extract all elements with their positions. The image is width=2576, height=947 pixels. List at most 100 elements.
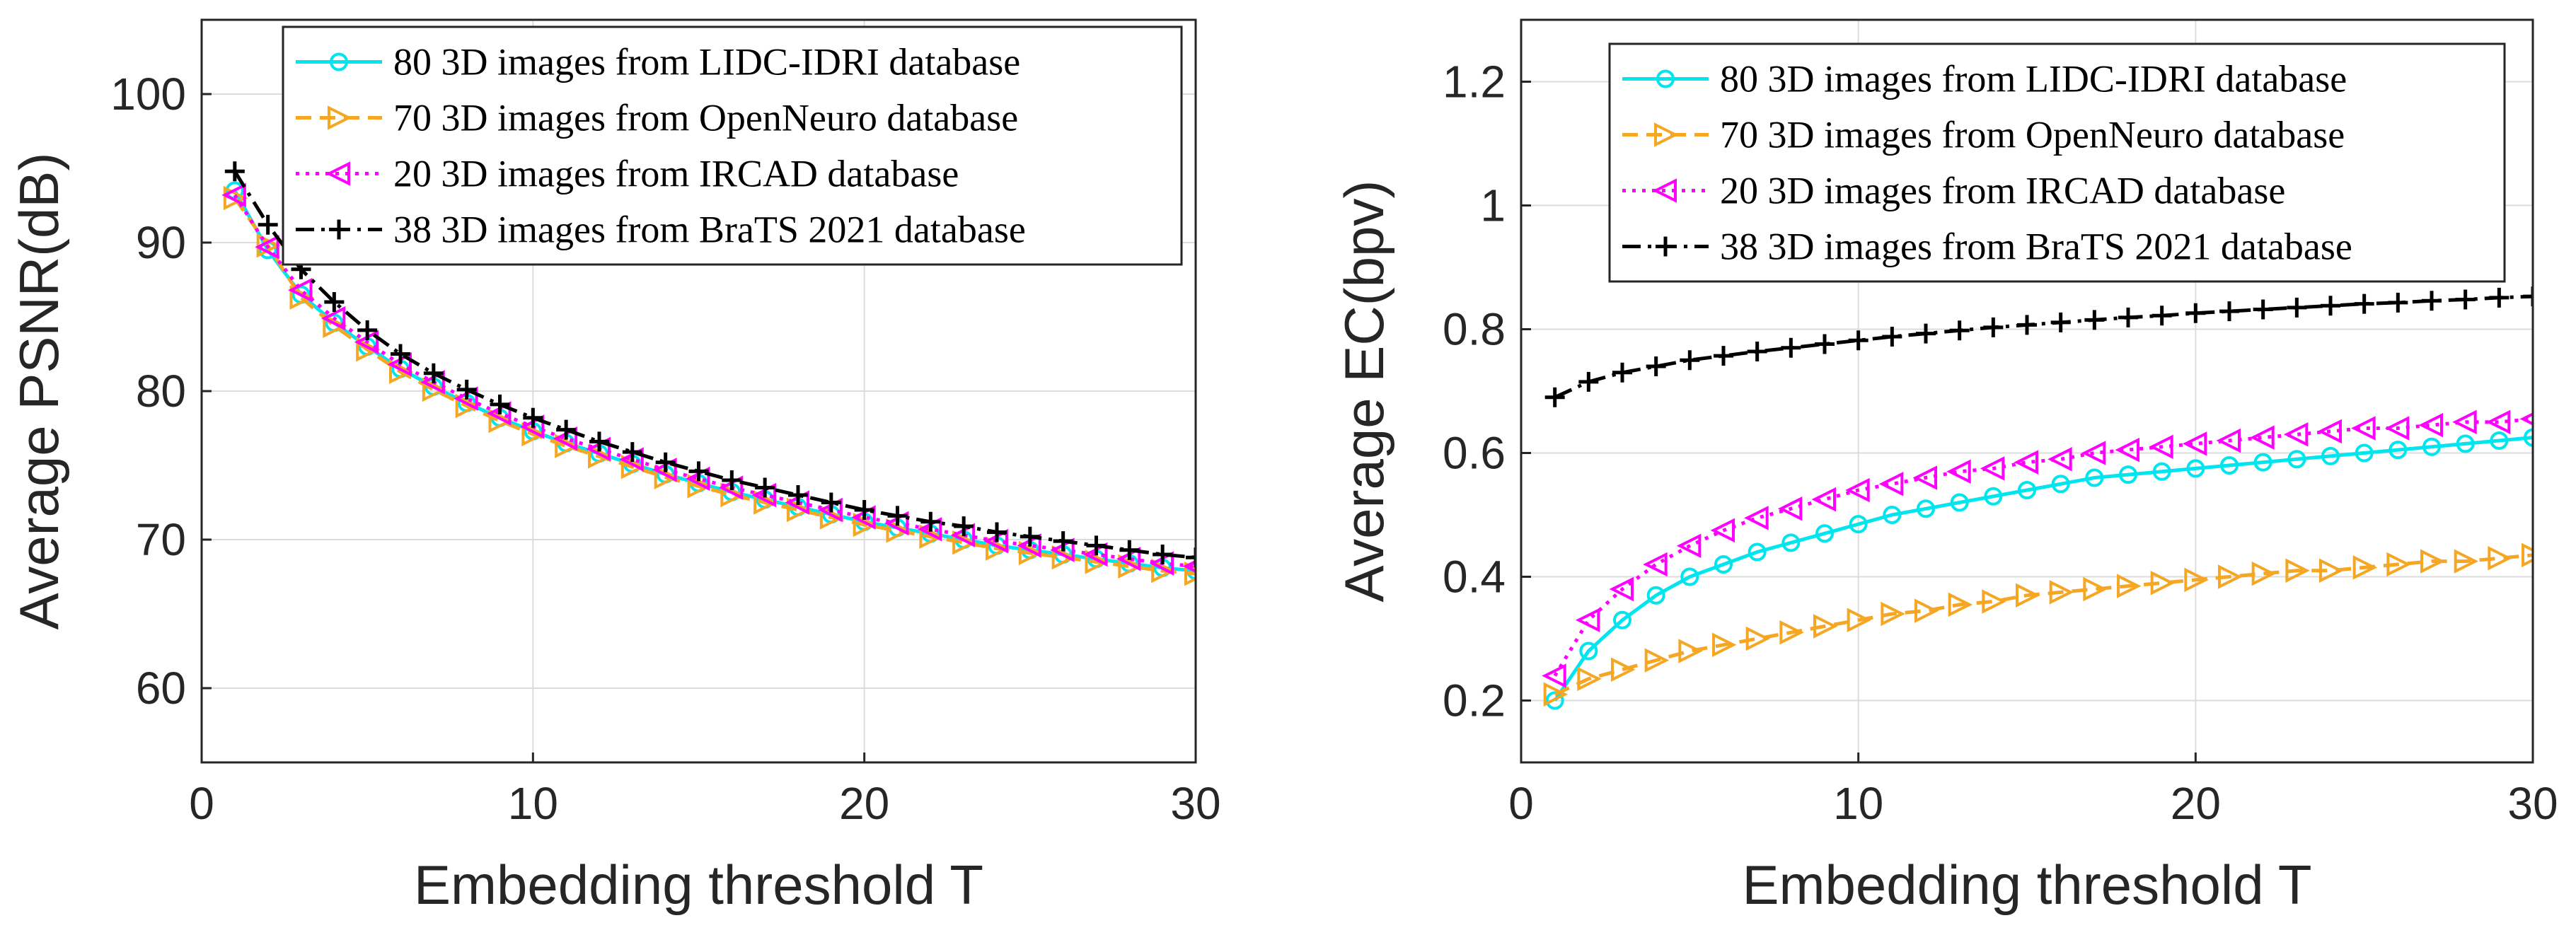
data-point — [2119, 465, 2137, 484]
data-point — [1914, 598, 1939, 623]
data-point — [2081, 441, 2106, 465]
data-point — [2317, 419, 2342, 444]
series-line — [233, 197, 1196, 576]
data-point — [1710, 518, 1735, 543]
data-point — [1712, 632, 1737, 657]
data-point — [2016, 583, 2040, 608]
data-point — [920, 511, 941, 532]
data-point — [391, 344, 410, 364]
x-tick-label: 20 — [839, 778, 889, 829]
y-tick-label: 1.2 — [1443, 57, 1506, 108]
data-point — [1613, 610, 1631, 629]
data-point — [1575, 608, 1600, 632]
data-point — [2186, 459, 2205, 478]
data-point — [356, 337, 381, 362]
data-point — [2422, 437, 2441, 456]
psnr-chart: 0 10 20 30 60 70 80 90 100 Embedding threshold T A… — [8, 18, 1221, 916]
data-point — [2017, 315, 2037, 335]
y-tick-label: 60 — [136, 663, 186, 714]
data-point — [1815, 334, 1835, 354]
data-point — [2456, 434, 2475, 453]
data-point — [1984, 487, 2003, 506]
data-point — [2253, 453, 2272, 472]
legend: 80 3D images from LIDC-IDRI database 70 3… — [1608, 42, 2506, 283]
data-point — [1611, 657, 1636, 682]
data-point — [1882, 327, 1902, 347]
data-point — [2420, 549, 2445, 574]
data-point — [2219, 301, 2239, 322]
x-tick-label: 0 — [1508, 778, 1534, 829]
data-point — [2220, 456, 2239, 475]
data-point — [2287, 450, 2306, 469]
data-point — [2085, 468, 2104, 487]
legend-entry: 20 3D images from IRCAD database — [1720, 170, 2285, 212]
data-point — [1577, 666, 1602, 692]
data-point — [1153, 545, 1173, 564]
data-point — [1745, 626, 1771, 651]
data-point — [1085, 550, 1109, 574]
legend-marker — [328, 105, 352, 130]
x-axis-label: Embedding threshold T — [1742, 854, 2311, 916]
data-point — [389, 359, 414, 384]
data-point — [490, 394, 510, 414]
data-point — [455, 393, 480, 419]
data-point — [1186, 562, 1196, 581]
data-point — [1748, 542, 1767, 562]
data-point — [1186, 547, 1196, 568]
data-point — [2083, 576, 2108, 602]
series-4 — [1544, 286, 2533, 407]
data-point — [1779, 620, 1804, 645]
series-line — [233, 194, 1196, 569]
data-point — [1612, 362, 1632, 383]
data-point — [1781, 337, 1801, 358]
data-point — [2218, 564, 2243, 589]
data-point — [2185, 303, 2206, 323]
data-point — [221, 182, 246, 208]
data-point — [2182, 431, 2207, 456]
axes-frame — [200, 18, 1197, 764]
data-point — [2454, 549, 2479, 574]
y-tick-label: 0.6 — [1443, 428, 1506, 479]
x-tick-label: 20 — [2171, 778, 2221, 829]
data-point — [1982, 589, 2006, 614]
data-point — [2418, 412, 2443, 438]
data-point — [952, 530, 977, 555]
data-point — [289, 285, 314, 310]
data-point — [258, 214, 278, 235]
data-point — [2115, 437, 2139, 463]
x-tick-label: 30 — [1170, 778, 1220, 829]
data-point — [622, 442, 642, 463]
legend-marker — [329, 219, 349, 240]
data-point — [320, 306, 346, 331]
data-point — [288, 277, 313, 303]
data-point — [2117, 574, 2142, 598]
data-point — [2485, 409, 2511, 434]
data-point — [2524, 428, 2533, 447]
data-point — [323, 313, 347, 338]
data-point — [954, 516, 974, 537]
data-point — [2355, 443, 2374, 463]
series-2 — [1543, 542, 2533, 707]
y-axis-label: Average PSNR(dB) — [8, 153, 70, 630]
data-point — [1051, 545, 1077, 570]
data-point — [2184, 567, 2209, 593]
data-point — [555, 434, 579, 458]
data-point — [2352, 555, 2378, 580]
data-point — [1680, 567, 1699, 586]
data-point — [556, 419, 577, 440]
y-tick-label: 0.4 — [1443, 552, 1506, 603]
legend-marker — [1652, 178, 1677, 203]
data-point — [2152, 306, 2172, 326]
data-point — [1543, 682, 1569, 707]
data-point — [986, 536, 1010, 561]
data-point — [2050, 312, 2071, 332]
data-point — [324, 292, 345, 312]
series-line — [1553, 436, 2533, 702]
data-point — [255, 235, 279, 260]
data-point — [1950, 493, 1969, 512]
data-point — [456, 379, 477, 400]
data-point — [1848, 330, 1869, 351]
data-point — [1980, 456, 2005, 481]
data-point — [1676, 533, 1702, 558]
